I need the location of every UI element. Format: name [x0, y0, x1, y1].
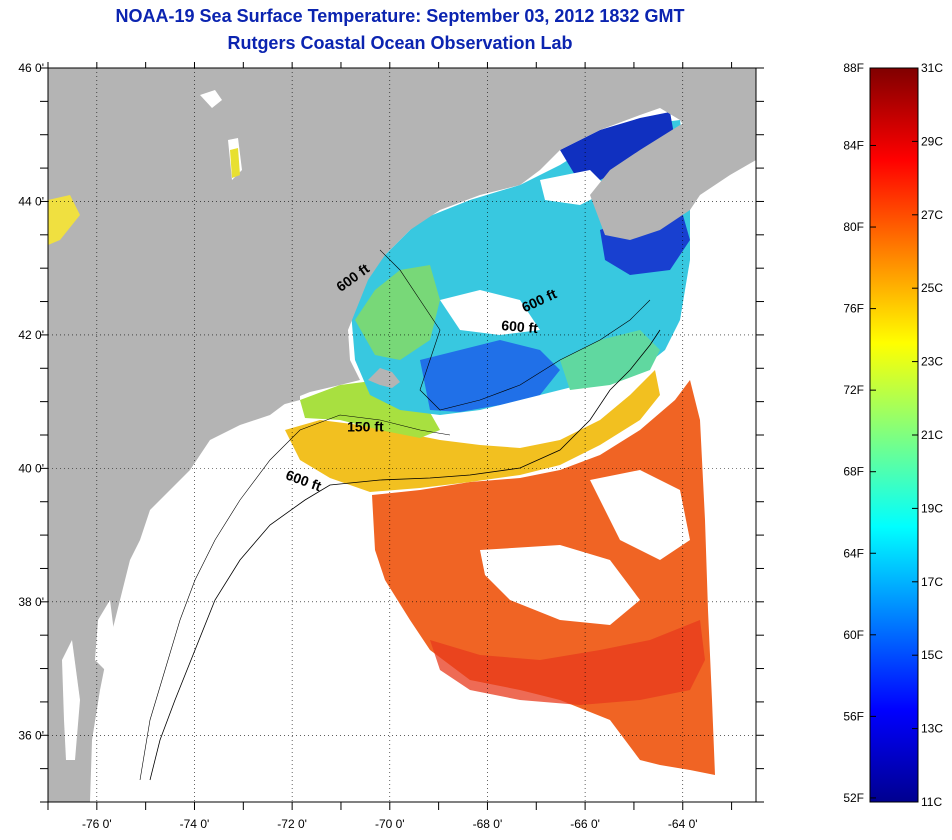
colorbar-fahrenheit-label: 72F: [843, 383, 864, 397]
colorbar-celsius-label: 23C: [921, 355, 943, 369]
lon-tick-label: -68 0': [473, 817, 503, 831]
lat-tick-label: 40 0': [18, 461, 44, 475]
gulf-of-maine-sst-blue: [420, 340, 560, 412]
map-subtitle: Rutgers Coastal Ocean Observation Lab: [227, 33, 573, 53]
lat-tick-label: 36 0': [18, 728, 44, 742]
contour-gulf-of-maine: [379, 249, 651, 411]
colorbar-fahrenheit-label: 64F: [843, 546, 864, 560]
lon-tick-label: -64 0': [668, 817, 698, 831]
lon-tick-label: -76 0': [82, 817, 112, 831]
contour-600ft-shelf-break: [149, 329, 661, 781]
colorbar-fahrenheit-label: 84F: [843, 138, 864, 152]
land-mainland: [48, 68, 756, 802]
gulf-of-maine-sst-green: [355, 265, 440, 360]
colorbar-celsius-label: 15C: [921, 648, 943, 662]
land-nova-scotia: [590, 95, 756, 240]
georges-bank-sst-green: [560, 330, 660, 390]
lat-tick-label: 42 0': [18, 328, 44, 342]
colorbar-fahrenheit-label: 56F: [843, 709, 864, 723]
colorbar-celsius-label: 19C: [921, 501, 943, 515]
lon-tick-label: -66 0': [570, 817, 600, 831]
colorbar-gradient: [869, 67, 919, 803]
colorbar-labels: 88F 84F 80F 76F 72F 68F 64F 60F 56F 52F 31C 29C 27C 2…: [843, 61, 943, 809]
colorbar-fahrenheit-label: 68F: [843, 465, 864, 479]
lat-tick-label: 44 0': [18, 194, 44, 208]
lon-tick-label: -70 0': [375, 817, 405, 831]
cloud-patch-3: [440, 290, 540, 335]
colorbar-celsius-label: 13C: [921, 722, 943, 736]
colorbar-celsius-label: 21C: [921, 428, 943, 442]
lake-champlain-sst: [230, 148, 240, 178]
colorbar-fahrenheit-label: 88F: [843, 61, 864, 75]
lat-tick-label: 38 0': [18, 595, 44, 609]
cloud-gap-2: [590, 470, 690, 560]
land-long-island: [195, 392, 300, 432]
bay-of-fundy-sst-darkblue: [560, 112, 675, 180]
lake-patch-1: [200, 90, 222, 108]
shelf-sst-yellow: [285, 370, 660, 492]
lon-tick-label: -74 0': [180, 817, 210, 831]
land-cape-cod: [368, 368, 400, 388]
contour-label: 150 ft: [347, 419, 384, 435]
chesapeake-bay: [62, 640, 80, 760]
colorbar-fahrenheit-label: 52F: [843, 791, 864, 805]
colorbar-celsius-label: 31C: [921, 61, 943, 75]
gulf-stream-core: [430, 620, 705, 705]
colorbar-fahrenheit-label: 76F: [843, 302, 864, 316]
colorbar-celsius-label: 29C: [921, 134, 943, 148]
colorbar-celsius-label: 17C: [921, 575, 943, 589]
map-title: NOAA-19 Sea Surface Temperature: Septemb…: [115, 6, 685, 26]
cloud-gap-1: [480, 545, 640, 625]
colorbar-fahrenheit-label: 60F: [843, 628, 864, 642]
contour-150ft: [139, 414, 451, 781]
colorbar-celsius-label: 11C: [921, 795, 942, 809]
delaware-bay: [95, 600, 115, 670]
axis-ticks: -76 0' -74 0' -72 0' -70 0' -68 0' -66 0' -64 …: [18, 61, 764, 831]
lake-ontario-sst: [48, 195, 80, 245]
contour-label: 600 ft: [501, 317, 539, 336]
colorbar-celsius-label: 27C: [921, 208, 943, 222]
lon-tick-label: -72 0': [277, 817, 307, 831]
colorbar-celsius-label: 25C: [921, 281, 943, 295]
colorbar-fahrenheit-label: 80F: [843, 220, 864, 234]
lat-tick-label: 46 0': [18, 61, 44, 75]
